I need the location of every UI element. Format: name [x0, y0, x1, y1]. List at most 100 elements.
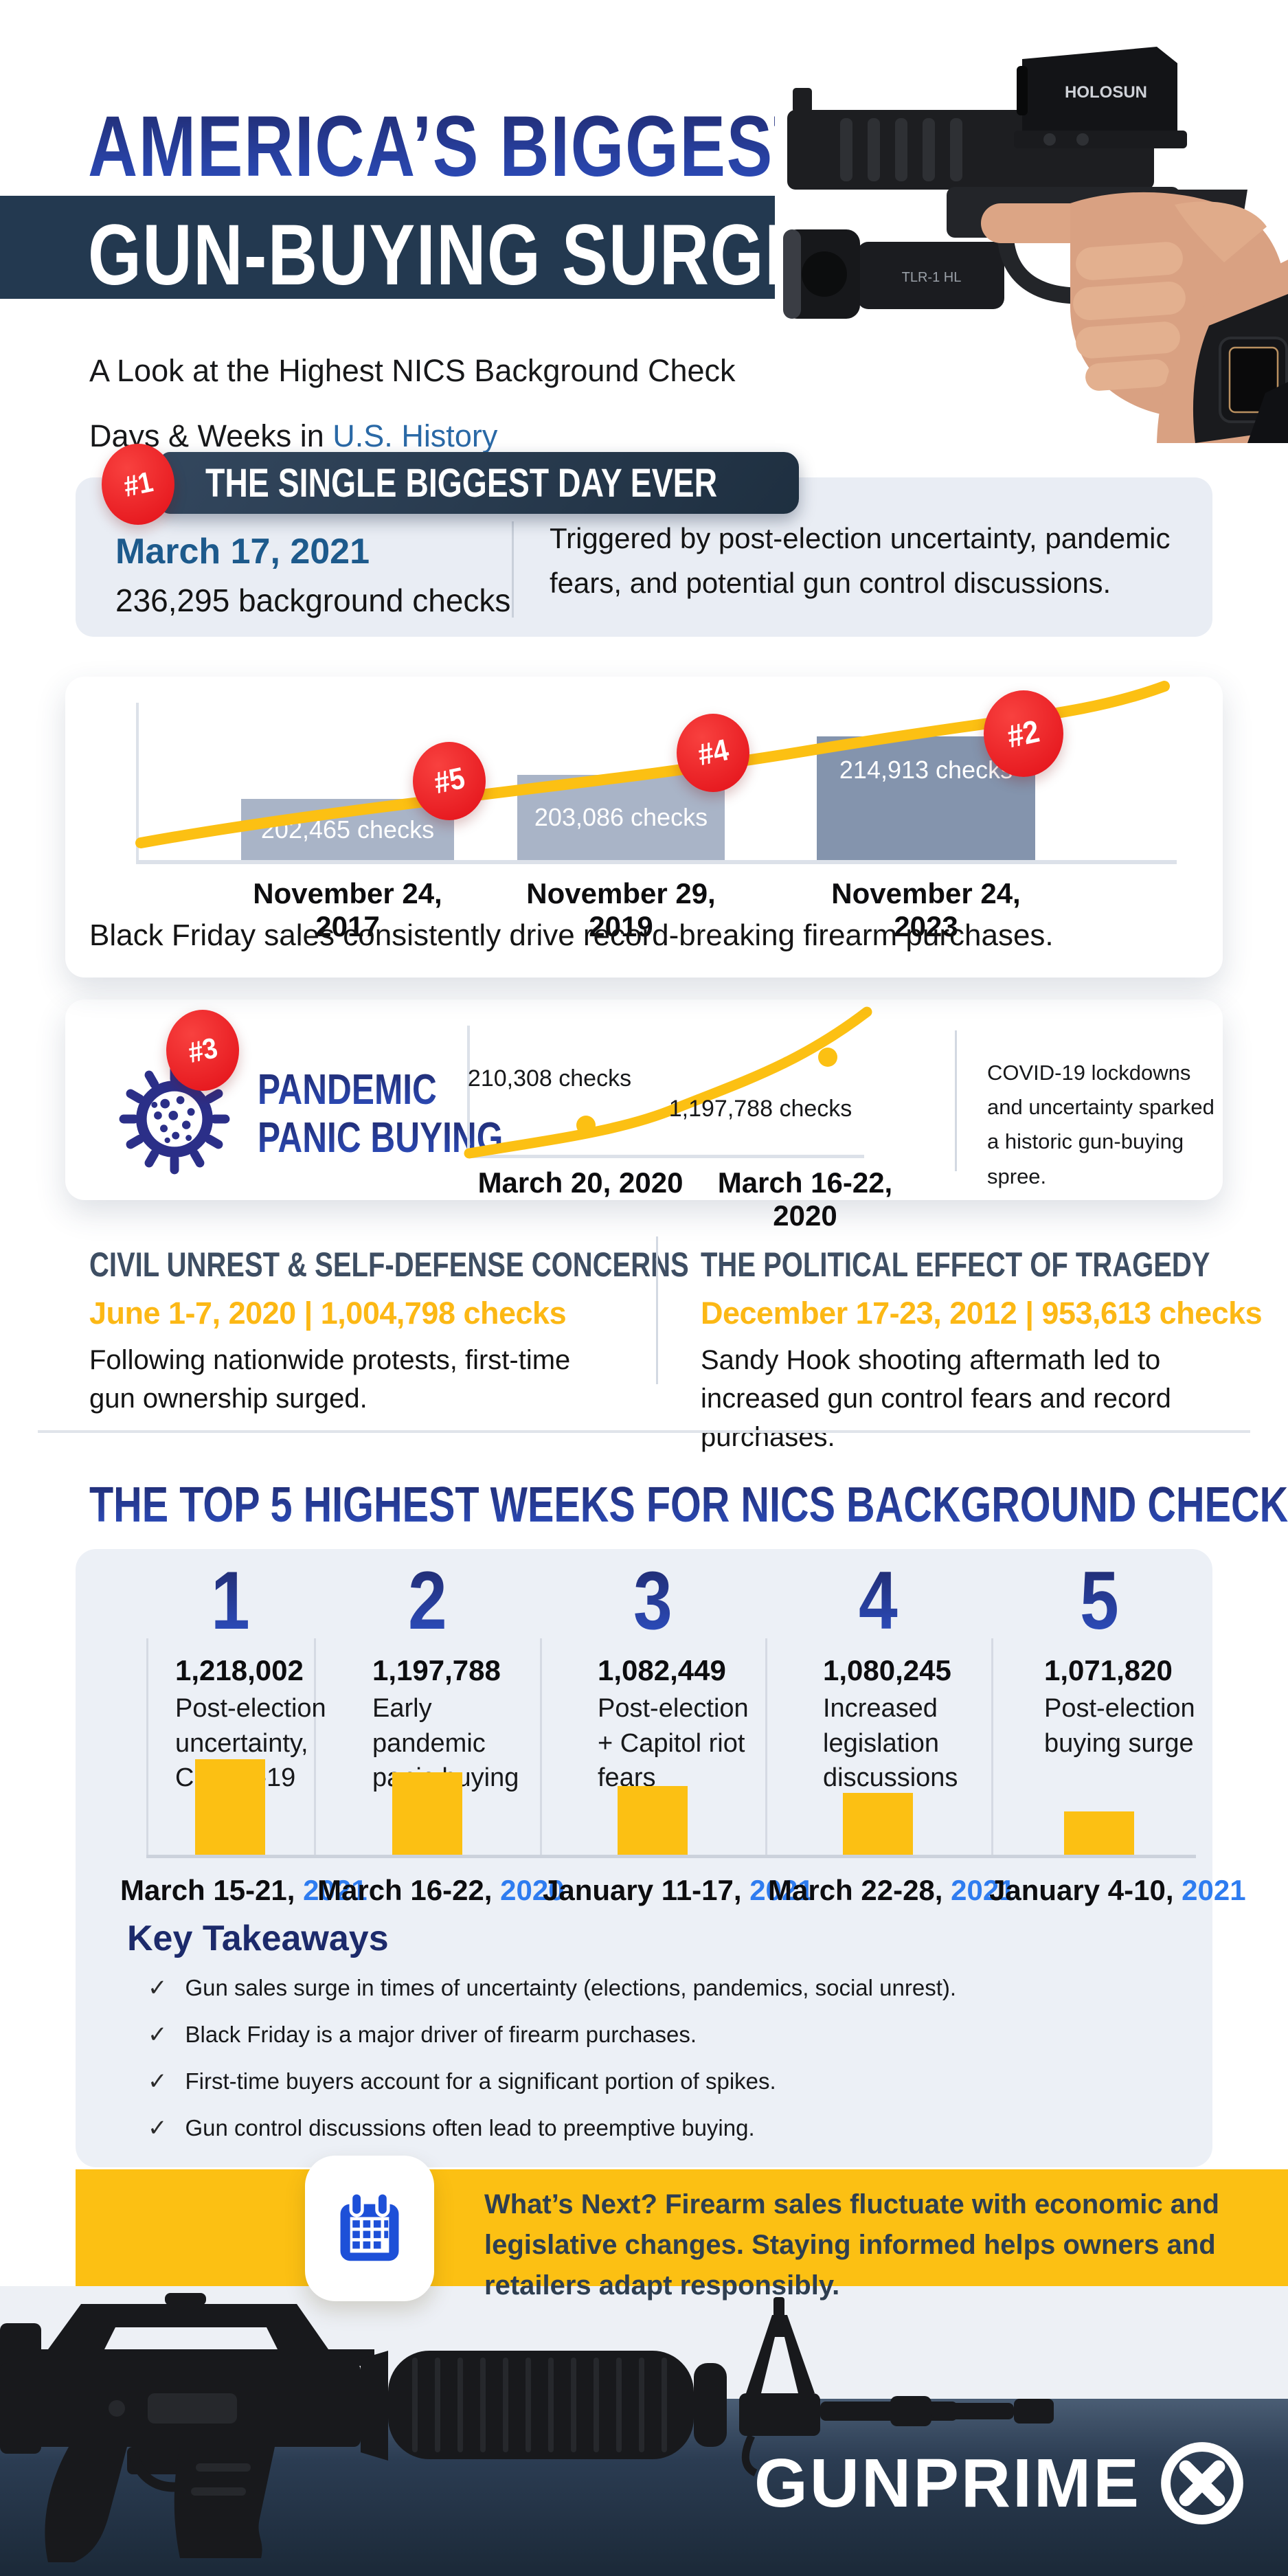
takeaway-item-4: ✓ Gun control discussions often lead to … [148, 2114, 755, 2142]
top5-date-5-prefix: January 4-10, [989, 1874, 1182, 1906]
rank-2-badge: #2 [984, 690, 1063, 777]
top5-title: THE TOP 5 HIGHEST WEEKS FOR NICS BACKGRO… [89, 1477, 1288, 1533]
takeaway-item-3: ✓ First-time buyers account for a signif… [148, 2068, 776, 2095]
tragedy-title-text: THE POLITICAL EFFECT OF TRAGEDY [701, 1245, 1210, 1284]
top5-column-5: 5 1,071,820 Post-election buying surge J… [989, 1555, 1246, 1906]
biggest-day-divider [512, 521, 514, 618]
rifle-illustration [0, 2293, 1054, 2562]
pistol-illustration: HOLOSUN TLR-1 HL [783, 47, 1288, 443]
top5-value-4: 1,080,245 [823, 1654, 951, 1686]
top5-rank-4-text: 4 [858, 1555, 898, 1647]
whats-next-text: What’s Next? Firearm sales fluctuate wit… [484, 2189, 1219, 2301]
civil-unrest-description: Following nationwide protests, first-tim… [89, 1345, 571, 1414]
bf-bar-2023-label: 214,913 checks [839, 756, 1013, 784]
pandemic-title: PANDEMIC PANIC BUYING [258, 1066, 565, 1162]
biggest-day-date: March 17, 2021 [115, 532, 370, 572]
top5-column-1: 1 1,218,002 Post-election uncertainty, C… [120, 1559, 368, 1906]
tragedy-title: THE POLITICAL EFFECT OF TRAGEDY [701, 1245, 1288, 1285]
events-divider [656, 1236, 658, 1384]
rank-5-badge-label: #5 [431, 760, 468, 801]
check-icon: ✓ [148, 2068, 168, 2094]
civil-unrest-title-text: CIVIL UNREST & SELF-DEFENSE CONCERNS [89, 1245, 689, 1284]
top5-date-4-year: 2021 [951, 1874, 1015, 1906]
top5-value-2: 1,197,788 [372, 1654, 501, 1686]
top5-desc-3: Post-election + Capitol riot fears [598, 1694, 749, 1793]
top5-date-2: March 16-22, 2020 [317, 1874, 565, 1907]
whats-next-banner [76, 2169, 1288, 2286]
takeaway-text-3: First-time buyers account for a signific… [185, 2068, 776, 2094]
bf-caption: Black Friday sales consistently drive re… [89, 918, 1054, 952]
civil-unrest-title: CIVIL UNREST & SELF-DEFENSE CONCERNS [89, 1245, 839, 1285]
section-separator [38, 1430, 1250, 1433]
rank-1-badge: #1 [102, 444, 174, 525]
rank-3-badge-label: #3 [185, 1031, 221, 1069]
top5-rank-4: 4 [768, 1559, 988, 1642]
top5-bar-1 [195, 1759, 265, 1855]
rank-4-badge: #4 [677, 714, 749, 792]
top5-rank-1: 1 [120, 1559, 340, 1642]
takeaway-item-1: ✓ Gun sales surge in times of uncertaint… [148, 1974, 956, 2002]
pandemic-description: COVID-19 lockdowns and uncertainty spark… [987, 1061, 1214, 1188]
main-title-line2: GUN-BUYING SURGES [88, 206, 1051, 304]
bf-y-axis [136, 703, 139, 863]
top5-rank-3-text: 3 [633, 1555, 673, 1647]
rank-2-badge-label: #2 [1004, 712, 1043, 755]
main-title-line2-text: GUN-BUYING SURGES [88, 207, 859, 303]
top5-date-3-year: 2021 [749, 1874, 814, 1906]
main-title-line1-text: AMERICA’S BIGGEST [88, 99, 817, 194]
top5-date-3: January 11-17, 2021 [543, 1874, 814, 1907]
main-title-line1: AMERICA’S BIGGEST [88, 98, 999, 196]
brand-name: GUNPRIME [754, 2444, 1141, 2522]
top5-rank-1-text: 1 [210, 1555, 250, 1647]
pandemic-point1-label: 210,308 checks [467, 1065, 632, 1092]
top5-date-3-prefix: January 11-17, [543, 1874, 750, 1906]
check-icon: ✓ [148, 2022, 168, 2048]
top5-card [76, 1549, 1212, 2167]
top5-column-4: 4 1,080,245 Increased legislation discus… [768, 1559, 1015, 1906]
pandemic-divider [955, 1030, 957, 1171]
top5-rank-2: 2 [317, 1559, 537, 1642]
pandemic-point2-label: 1,197,788 checks [668, 1096, 852, 1122]
tragedy-description: Sandy Hook shooting aftermath led to inc… [701, 1345, 1171, 1452]
top5-rank-2-text: 2 [407, 1555, 447, 1647]
pistol-photo: HOLOSUN TLR-1 HL [775, 0, 1288, 443]
top5-rank-5-text: 5 [1079, 1555, 1119, 1647]
top5-bar-2 [392, 1772, 462, 1855]
biggest-day-value: 236,295 background checks [115, 583, 511, 618]
biggest-day-title: THE SINGLE BIGGEST DAY EVER [205, 460, 718, 506]
optic-brand-label: HOLOSUN [1065, 83, 1147, 102]
bf-date-2023: November 24, 2023 [831, 877, 1021, 942]
takeaway-text-1: Gun sales surge in times of uncertainty … [185, 1975, 957, 2000]
top5-gridline-4 [765, 1638, 767, 1855]
top5-value-5: 1,071,820 [1044, 1654, 1173, 1686]
pandemic-point2-date: March 16-22, 2020 [717, 1166, 893, 1232]
top5-bar-3 [618, 1786, 688, 1855]
top5-date-4-prefix: March 22-28, [768, 1874, 951, 1906]
top5-column-2: 2 1,197,788 Early pandemic panic buying … [317, 1559, 565, 1906]
rank-4-badge-label: #4 [694, 732, 732, 773]
brand-logo-icon [1161, 2442, 1243, 2524]
top5-title-text: THE TOP 5 HIGHEST WEEKS FOR NICS BACKGRO… [89, 1477, 1288, 1533]
rank-3-badge: #3 [166, 1010, 239, 1091]
takeaway-text-4: Gun control discussions often lead to pr… [185, 2115, 755, 2140]
top5-date-2-prefix: March 16-22, [317, 1874, 501, 1906]
top5-date-5-year: 2021 [1182, 1874, 1246, 1906]
biggest-day-description: Triggered by post-election uncertainty, … [550, 522, 1171, 600]
top5-value-3: 1,082,449 [598, 1654, 726, 1686]
top5-date-1: March 15-21, 2021 [120, 1874, 368, 1907]
top5-gridline-2 [314, 1638, 316, 1855]
civil-unrest-stat: June 1-7, 2020 | 1,004,798 checks [89, 1296, 567, 1331]
pandemic-point1-date: March 20, 2020 [477, 1166, 683, 1199]
top5-date-1-prefix: March 15-21, [120, 1874, 304, 1906]
black-friday-chart-card: 202,465 checks 203,086 checks 214,913 ch… [65, 677, 1223, 978]
top5-gridline-5 [991, 1638, 993, 1855]
brand-logo: GUNPRIME [754, 2440, 1245, 2527]
rank-1-badge-label: #1 [120, 465, 156, 503]
subtitle: A Look at the Highest NICS Background Ch… [89, 338, 736, 468]
top5-baseline [146, 1855, 1196, 1858]
top5-date-2-year: 2020 [500, 1874, 565, 1906]
pandemic-title-line2: PANIC BUYING [258, 1114, 504, 1162]
top5-desc-5: Post-election buying surge [1044, 1694, 1195, 1758]
rank-5-badge: #5 [413, 742, 486, 820]
